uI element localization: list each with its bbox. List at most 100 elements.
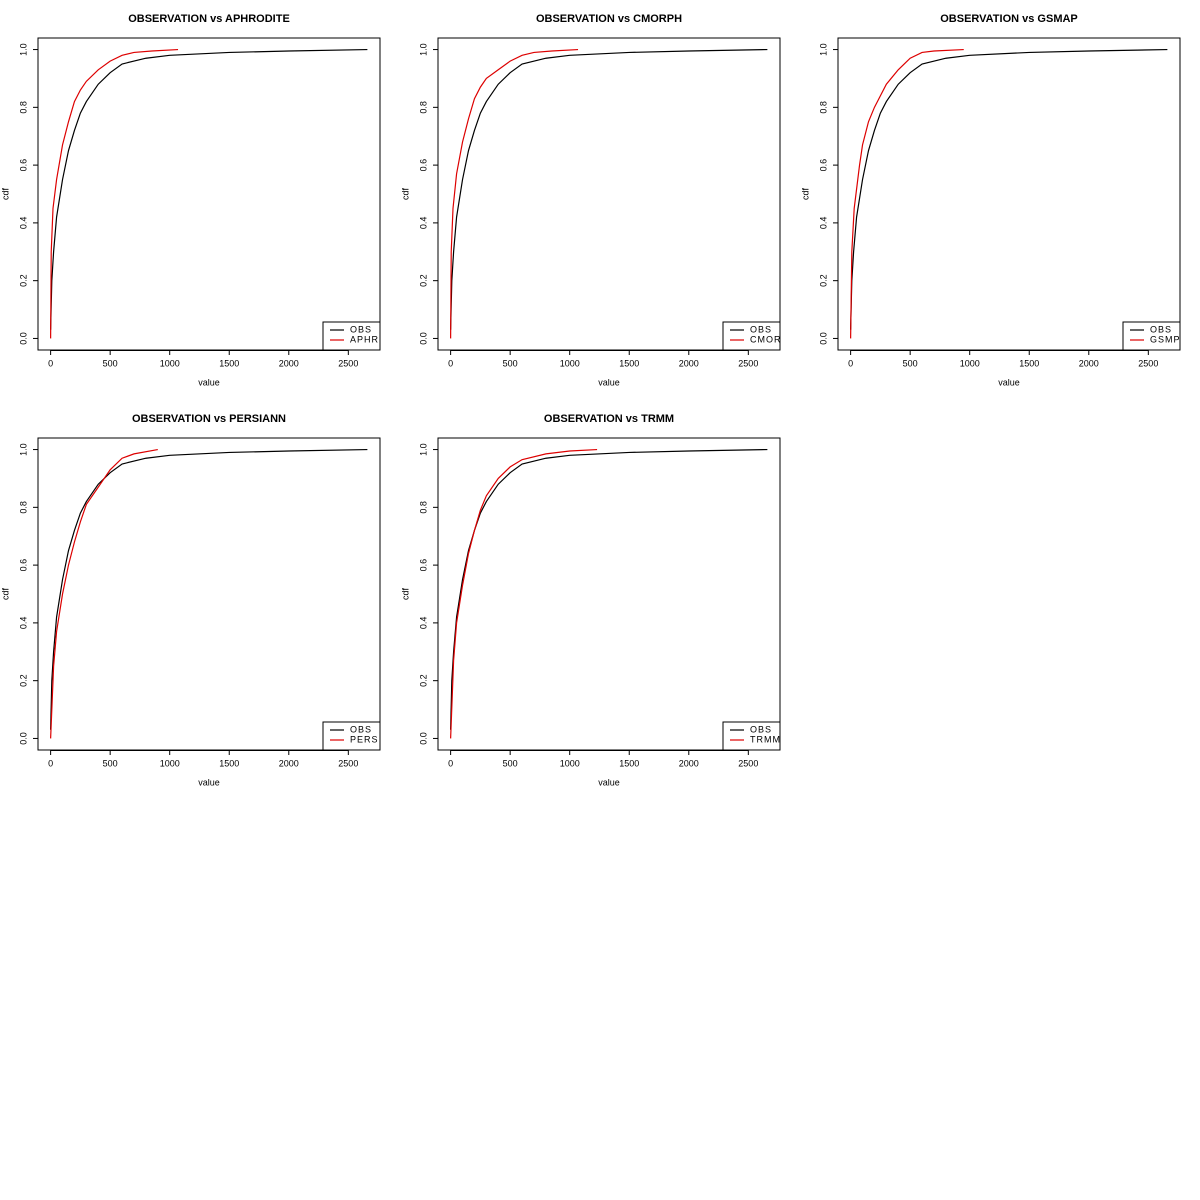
- cdf-line: [450, 48, 579, 339]
- cdf-line: [50, 448, 158, 739]
- legend-label: OBS: [750, 324, 772, 334]
- y-tick-label: 0.0: [18, 732, 28, 745]
- x-tick-label: 1000: [560, 358, 580, 368]
- x-tick-label: 2000: [279, 358, 299, 368]
- cdf-line: [850, 48, 964, 339]
- plot-frame: [437, 37, 781, 351]
- y-axis-label: cdf: [800, 188, 810, 201]
- y-tick-label: 0.6: [18, 159, 28, 172]
- y-tick-label: 0.2: [818, 274, 828, 287]
- x-axis-label: value: [598, 777, 620, 787]
- y-tick-label: 0.4: [418, 617, 428, 630]
- x-tick-label: 2000: [1079, 358, 1099, 368]
- legend-box: [322, 721, 381, 751]
- x-tick-label: 0: [848, 358, 853, 368]
- cdf-line: [50, 448, 368, 730]
- x-tick-label: 0: [448, 358, 453, 368]
- x-tick-label: 2000: [679, 358, 699, 368]
- y-axis-label: cdf: [0, 188, 10, 201]
- legend-box: [722, 321, 781, 351]
- x-tick-label: 2000: [279, 758, 299, 768]
- cdf-line: [50, 48, 368, 330]
- x-axis-label: value: [998, 377, 1020, 387]
- x-tick-label: 500: [903, 358, 918, 368]
- x-tick-label: 1500: [219, 758, 239, 768]
- y-axis-label: cdf: [400, 588, 410, 601]
- x-tick-label: 1500: [1019, 358, 1039, 368]
- y-tick-label: 0.8: [818, 101, 828, 114]
- panel-title: OBSERVATION vs CMORPH: [536, 13, 682, 25]
- legend-label: OBS: [750, 724, 772, 734]
- y-tick-label: 0.6: [818, 159, 828, 172]
- legend-label: APHR: [350, 334, 379, 344]
- x-tick-label: 1000: [160, 358, 180, 368]
- panel-title: OBSERVATION vs TRMM: [544, 413, 674, 425]
- panel-title: OBSERVATION vs APHRODITE: [128, 13, 290, 25]
- legend-label: OBS: [350, 324, 372, 334]
- plot-frame: [37, 437, 381, 751]
- legend-box: [322, 321, 381, 351]
- plot-frame: [837, 37, 1181, 351]
- y-tick-label: 1.0: [18, 443, 28, 456]
- x-tick-label: 1000: [960, 358, 980, 368]
- y-tick-label: 0.2: [18, 674, 28, 687]
- y-tick-label: 0.8: [18, 101, 28, 114]
- panel: OBSERVATION vs APHRODITE 0 500 1000 1500 2000…: [0, 13, 381, 387]
- panel: OBSERVATION vs TRMM 0 500 1000 1500 2000 2500 0…: [400, 413, 781, 787]
- cdf-line: [450, 448, 768, 730]
- x-tick-label: 2500: [738, 358, 758, 368]
- panel: OBSERVATION vs PERSIANN 0 500 1000 1500 2000 2…: [0, 413, 381, 787]
- x-axis-label: value: [198, 777, 220, 787]
- y-tick-label: 0.8: [418, 101, 428, 114]
- y-tick-label: 0.0: [818, 332, 828, 345]
- x-tick-label: 1000: [160, 758, 180, 768]
- y-tick-label: 0.2: [18, 274, 28, 287]
- cdf-line: [450, 448, 598, 739]
- y-tick-label: 0.4: [418, 217, 428, 230]
- y-tick-label: 0.0: [418, 332, 428, 345]
- y-tick-label: 0.0: [18, 332, 28, 345]
- legend-label: OBS: [1150, 324, 1172, 334]
- legend-box: [722, 721, 781, 751]
- x-tick-label: 2500: [738, 758, 758, 768]
- legend-label: TRMM: [750, 734, 781, 744]
- x-tick-label: 500: [503, 758, 518, 768]
- x-tick-label: 500: [103, 358, 118, 368]
- x-tick-label: 1500: [219, 358, 239, 368]
- y-tick-label: 0.8: [418, 501, 428, 514]
- x-tick-label: 2500: [1138, 358, 1158, 368]
- x-tick-label: 500: [103, 758, 118, 768]
- y-tick-label: 0.6: [418, 159, 428, 172]
- y-tick-label: 0.2: [418, 274, 428, 287]
- y-axis-label: cdf: [400, 188, 410, 201]
- y-tick-label: 1.0: [418, 43, 428, 56]
- cdf-line: [450, 48, 768, 330]
- x-tick-label: 1500: [619, 758, 639, 768]
- x-tick-label: 2500: [338, 758, 358, 768]
- x-tick-label: 2000: [679, 758, 699, 768]
- y-tick-label: 0.6: [18, 559, 28, 572]
- y-tick-label: 0.4: [18, 217, 28, 230]
- legend-label: PERS: [350, 734, 379, 744]
- cdf-line: [50, 48, 179, 339]
- legend-label: GSMP: [1150, 334, 1181, 344]
- y-tick-label: 1.0: [18, 43, 28, 56]
- x-tick-label: 2500: [338, 358, 358, 368]
- x-tick-label: 0: [448, 758, 453, 768]
- y-tick-label: 0.4: [18, 617, 28, 630]
- panel: OBSERVATION vs GSMAP 0 500 1000 1500 2000 2500…: [800, 13, 1181, 387]
- x-tick-label: 500: [503, 358, 518, 368]
- y-tick-label: 0.6: [418, 559, 428, 572]
- x-tick-label: 0: [48, 358, 53, 368]
- y-axis-label: cdf: [0, 588, 10, 601]
- panel-title: OBSERVATION vs PERSIANN: [132, 413, 286, 425]
- y-tick-label: 1.0: [818, 43, 828, 56]
- x-tick-label: 0: [48, 758, 53, 768]
- panel: OBSERVATION vs CMORPH 0 500 1000 1500 2000 250…: [400, 13, 781, 387]
- x-tick-label: 1000: [560, 758, 580, 768]
- x-axis-label: value: [198, 377, 220, 387]
- legend-label: CMOR: [750, 334, 782, 344]
- y-tick-label: 0.4: [818, 217, 828, 230]
- y-tick-label: 0.0: [418, 732, 428, 745]
